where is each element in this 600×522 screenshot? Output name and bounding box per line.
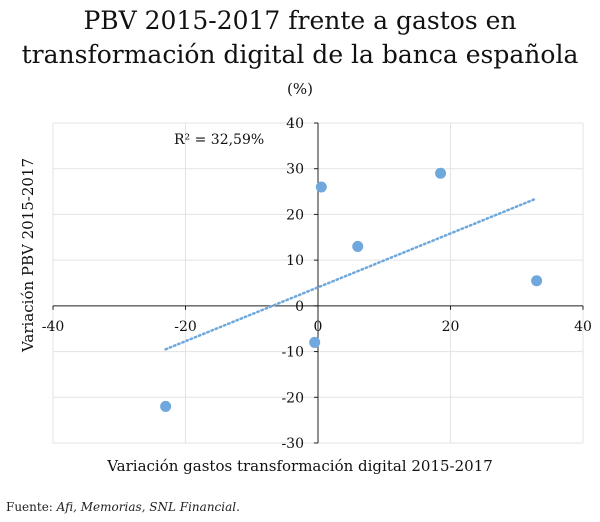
chart-title-line-2: transformación digital de la banca españ…	[21, 40, 579, 69]
x-tick-label: 40	[574, 319, 592, 335]
trendline-layer	[164, 197, 538, 351]
source-names: Afi, Memorias, SNL Financial	[56, 500, 237, 514]
data-point	[531, 275, 543, 287]
y-tick-label: -30	[281, 436, 304, 452]
data-point	[352, 240, 364, 252]
source-suffix: .	[236, 500, 240, 514]
y-axis-label: Variación PBV 2015-2017	[19, 157, 37, 353]
data-point	[435, 167, 447, 179]
x-tick-label: 0	[314, 319, 323, 335]
chart-title-line-1: PBV 2015-2017 frente a gastos en	[83, 6, 517, 35]
x-tick-label: -20	[174, 319, 197, 335]
source-prefix: Fuente:	[6, 500, 57, 514]
tick-label-layer: -40 -20 0 20 40 -30 -20 -10 10 20 30 40 0	[42, 116, 592, 452]
data-point-layer	[160, 167, 543, 412]
x-axis-label: Variación gastos transformación digital …	[107, 457, 493, 475]
y-tick-label: 40	[286, 116, 304, 132]
source-note: Fuente: Afi, Memorias, SNL Financial.	[6, 500, 240, 514]
x-tick-label: -40	[42, 319, 65, 335]
data-point	[160, 400, 172, 412]
y-tick-label: 30	[286, 162, 304, 178]
trendline	[164, 197, 538, 351]
axis-layer	[52, 122, 584, 444]
y-tick-label: 10	[286, 253, 304, 269]
r-squared-annotation: R² = 32,59%	[174, 132, 265, 148]
unit-label: (%)	[287, 80, 313, 98]
y-tick-label: -10	[281, 345, 304, 361]
y-tick-label: 20	[286, 207, 304, 223]
y-tick-label: 0	[295, 299, 304, 315]
chart-title: PBV 2015-2017 frente a gastos en transfo…	[0, 4, 600, 72]
data-point	[309, 336, 321, 348]
y-tick-label: -20	[281, 390, 304, 406]
data-point	[315, 181, 327, 193]
x-tick-label: 20	[442, 319, 460, 335]
